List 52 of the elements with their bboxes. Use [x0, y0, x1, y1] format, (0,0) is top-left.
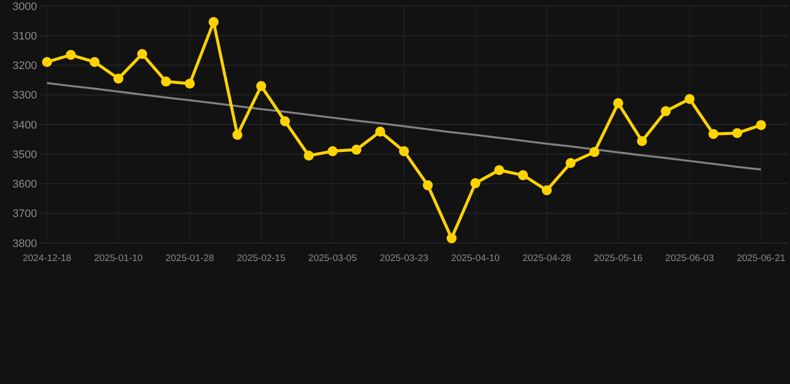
y-tick-label: 3200 — [12, 60, 37, 72]
point — [304, 150, 314, 161]
y-tick-label: 3100 — [12, 30, 37, 42]
point — [684, 94, 695, 104]
x-tick-label: 2025-05-16 — [594, 253, 643, 264]
point — [732, 128, 742, 138]
line-series — [46, 82, 762, 171]
point — [375, 126, 386, 137]
x-tick-label: 2025-04-10 — [451, 253, 500, 264]
point — [328, 146, 338, 156]
x-tick-label: 2025-01-28 — [165, 253, 214, 264]
x-tick-label: 2025-04-28 — [522, 253, 572, 264]
point — [446, 233, 457, 244]
point — [256, 80, 266, 91]
point — [708, 128, 718, 139]
point — [589, 147, 600, 158]
point — [399, 146, 409, 156]
point — [42, 56, 52, 67]
point — [208, 16, 219, 27]
x-tick-label: 2025-03-05 — [308, 253, 357, 264]
x-tick-label: 2025-01-10 — [94, 253, 143, 264]
x-tick-label: 2024-12-18 — [22, 253, 72, 264]
point — [542, 185, 552, 196]
point — [518, 170, 528, 180]
x-tick-label: 2025-06-21 — [736, 253, 786, 264]
x-tick-label: 2025-03-23 — [380, 253, 428, 264]
point — [470, 178, 480, 188]
point — [90, 56, 100, 67]
y-tick-label: 3400 — [12, 119, 37, 132]
point — [613, 98, 624, 108]
point — [137, 48, 148, 59]
x-tick-label: 2025-02-15 — [236, 253, 286, 264]
y-tick-label: 3500 — [12, 148, 37, 161]
y-tick-label: 3800 — [12, 238, 37, 250]
point — [637, 136, 647, 146]
y-tick-label: 3600 — [12, 178, 37, 191]
point — [422, 180, 433, 190]
point — [184, 78, 195, 89]
point — [66, 50, 76, 60]
x-tick-label: 2025-06-03 — [665, 253, 714, 264]
point — [232, 130, 242, 140]
point — [660, 106, 671, 116]
point — [494, 165, 504, 176]
point — [113, 74, 124, 84]
y-tick-label: 3300 — [12, 90, 37, 102]
y-tick-label: 3000 — [12, 0, 37, 13]
point — [161, 76, 171, 87]
y-tick-label: 3700 — [12, 208, 37, 220]
point — [280, 116, 290, 126]
point — [351, 144, 362, 155]
point — [566, 158, 576, 168]
point — [756, 120, 766, 130]
